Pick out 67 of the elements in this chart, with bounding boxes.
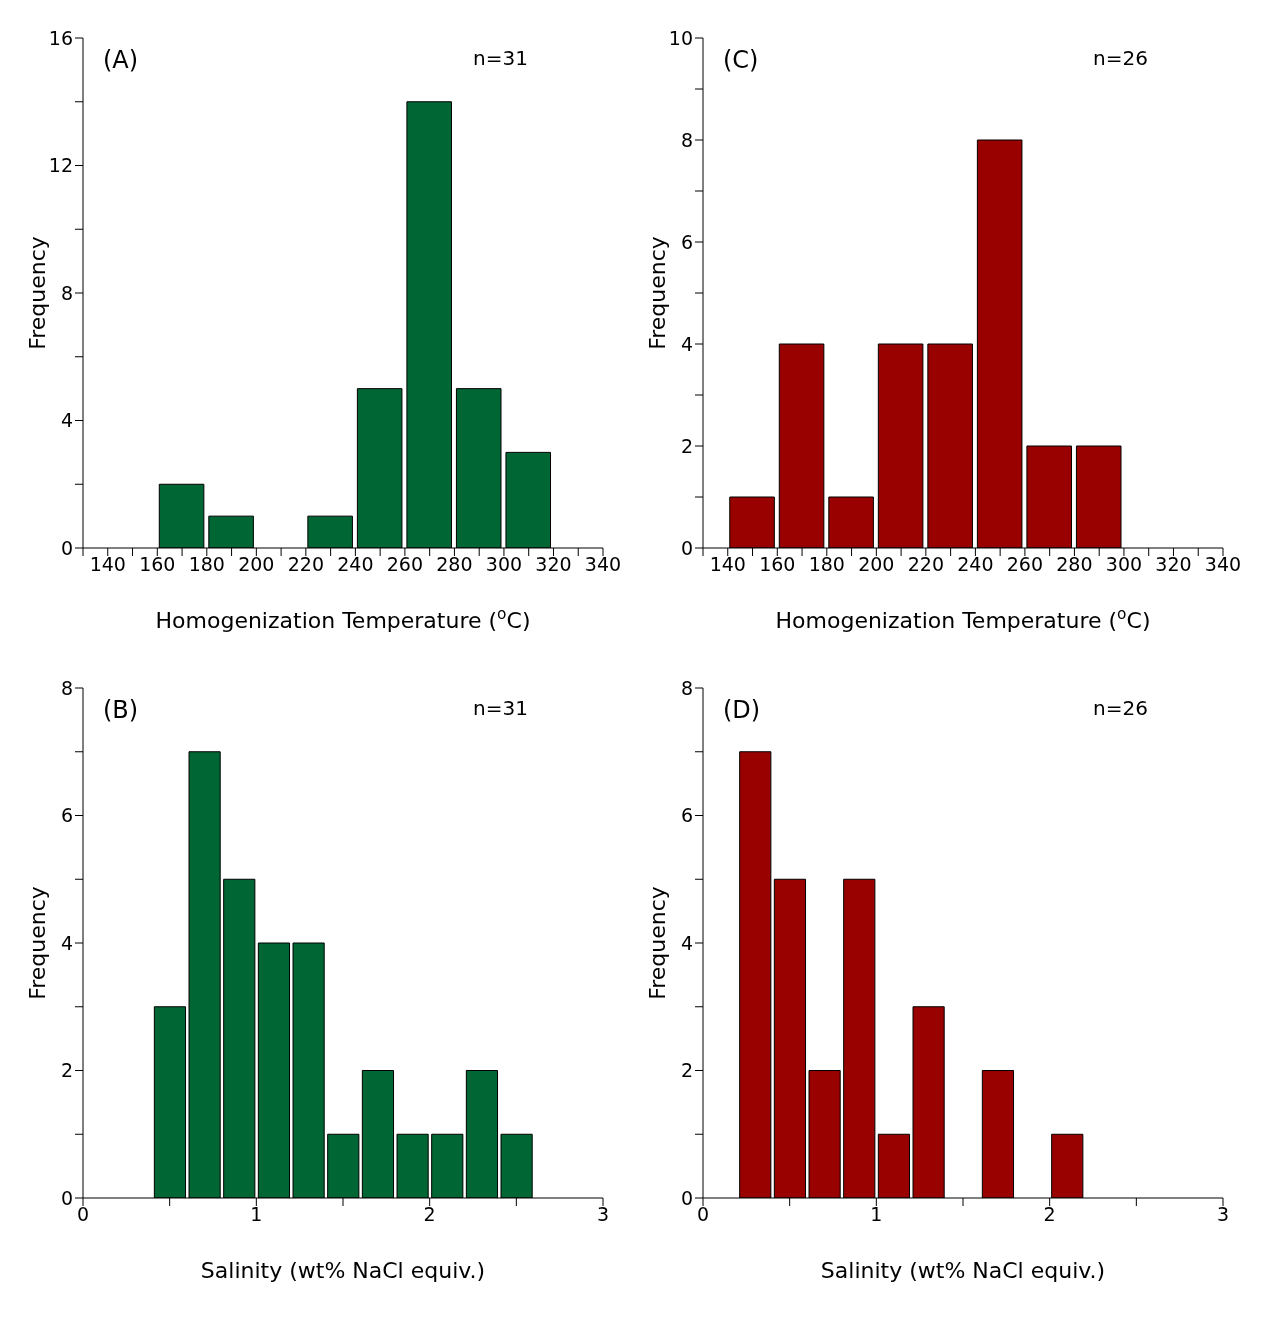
x-tick-label: 180 [808,553,845,576]
x-tick-label: 200 [238,553,275,576]
x-tick-label: 1 [870,1203,883,1226]
x-tick-label: 240 [957,553,994,576]
x-tick-label: 340 [584,553,622,576]
x-tick-label: 260 [386,553,424,576]
annotation: (A) [103,46,139,74]
x-axis-title: Salinity (wt% NaCl equiv.) [200,1258,486,1283]
y-tick-label: 0 [680,1186,693,1209]
y-axis-title: Frequency [25,236,50,350]
y-tick-label: 6 [60,804,73,827]
y-tick-label: 12 [48,154,73,177]
y-tick-label: 8 [60,281,73,304]
x-tick-label: 3 [596,1203,610,1226]
y-tick-label: 4 [60,409,73,432]
annotation: n=31 [473,46,528,70]
annotation: n=26 [1093,696,1148,720]
x-tick-label: 2 [1043,1203,1056,1226]
x-tick-label: 160 [759,553,796,576]
y-axis-title: Frequency [25,886,50,1000]
x-tick-label: 240 [337,553,374,576]
annotation: (C) [723,46,759,74]
x-tick-label: 220 [287,553,324,576]
y-tick-label: 2 [680,434,693,457]
x-tick-label: 280 [436,553,473,576]
x-tick-label: 220 [907,553,944,576]
x-tick-label: 0 [76,1203,90,1226]
x-tick-label: 300 [485,553,523,576]
x-tick-label: 260 [1006,553,1044,576]
y-tick-label: 0 [60,1186,73,1209]
y-axis-title: Frequency [645,236,670,350]
x-tick-label: 320 [535,553,572,576]
y-tick-label: 4 [680,332,693,355]
y-tick-label: 6 [680,804,693,827]
x-axis-title: Salinity (wt% NaCl equiv.) [820,1258,1106,1283]
y-tick-label: 4 [680,931,693,954]
x-tick-label: 200 [858,553,895,576]
y-tick-label: 0 [60,536,73,559]
y-tick-label: 2 [680,1059,693,1082]
x-axis-title: Homogenization Temperature ($^{o}$C) [775,605,1151,633]
y-tick-label: 16 [48,26,73,49]
y-tick-label: 6 [680,230,693,253]
x-tick-label: 3 [1216,1203,1230,1226]
x-tick-label: 340 [1204,553,1242,576]
x-tick-label: 280 [1056,553,1093,576]
annotation: n=26 [1093,46,1148,70]
x-tick-label: 2 [423,1203,436,1226]
y-tick-label: 2 [60,1059,73,1082]
y-tick-label: 8 [680,128,693,151]
x-tick-label: 140 [709,553,746,576]
x-tick-label: 300 [1105,553,1143,576]
y-tick-label: 10 [668,26,693,49]
x-tick-label: 0 [696,1203,710,1226]
x-tick-label: 180 [188,553,225,576]
x-tick-label: 160 [139,553,176,576]
x-tick-label: 1 [250,1203,263,1226]
annotation: n=31 [473,696,528,720]
x-tick-label: 320 [1155,553,1192,576]
x-tick-label: 140 [89,553,126,576]
x-axis-title: Homogenization Temperature ($^{o}$C) [155,605,531,633]
y-axis-title: Frequency [645,886,670,1000]
annotation: (D) [723,696,761,724]
y-tick-label: 8 [60,676,73,699]
annotation: (B) [103,696,139,724]
y-tick-label: 0 [680,536,693,559]
y-tick-label: 8 [680,676,693,699]
y-tick-label: 4 [60,931,73,954]
